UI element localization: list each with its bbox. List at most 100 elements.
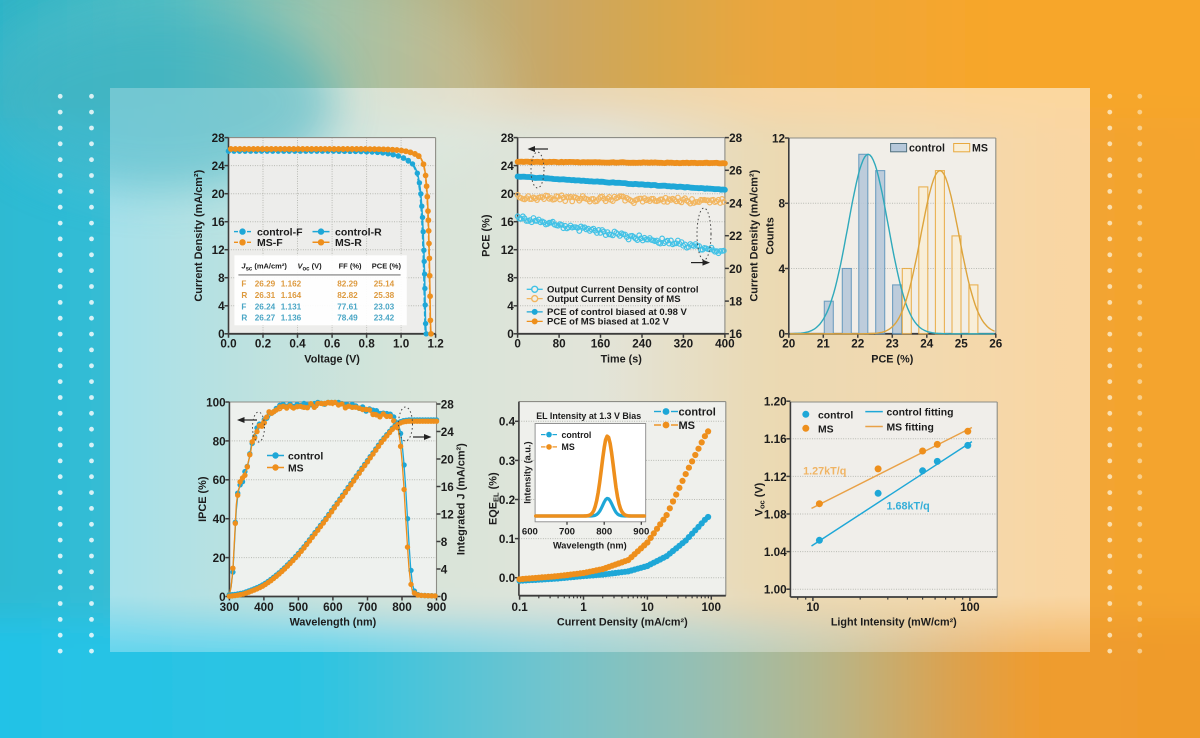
svg-text:80: 80 [553, 338, 567, 351]
svg-text:0.0: 0.0 [499, 572, 516, 585]
svg-text:100: 100 [206, 396, 226, 409]
svg-text:control fitting: control fitting [887, 408, 954, 419]
svg-text:12: 12 [501, 244, 515, 257]
svg-text:R: R [241, 291, 247, 300]
svg-text:control-R: control-R [335, 227, 382, 239]
svg-text:MS-F: MS-F [257, 237, 283, 249]
svg-text:20: 20 [212, 188, 226, 201]
svg-text:300: 300 [220, 601, 240, 614]
svg-text:26.31: 26.31 [255, 291, 276, 300]
svg-text:23.42: 23.42 [374, 314, 395, 323]
svg-text:1.16: 1.16 [764, 433, 787, 446]
svg-text:Voltage (V): Voltage (V) [304, 354, 360, 366]
svg-text:26.29: 26.29 [255, 280, 276, 289]
svg-text:24: 24 [441, 426, 455, 439]
svg-text:12: 12 [441, 508, 455, 521]
svg-text:MS fitting: MS fitting [887, 423, 934, 434]
svg-text:1.0: 1.0 [393, 338, 410, 351]
svg-text:600: 600 [522, 527, 538, 538]
svg-text:900: 900 [633, 527, 649, 538]
svg-text:0.1: 0.1 [511, 601, 528, 614]
svg-text:Time (s): Time (s) [601, 354, 643, 366]
svg-text:control: control [679, 407, 716, 419]
svg-text:240: 240 [632, 338, 652, 351]
svg-text:F: F [241, 302, 246, 311]
svg-text:25.14: 25.14 [374, 280, 395, 289]
svg-text:12: 12 [772, 132, 786, 145]
svg-text:25: 25 [955, 338, 969, 351]
svg-text:78.49: 78.49 [337, 314, 358, 323]
svg-text:4: 4 [441, 563, 448, 576]
svg-text:8: 8 [507, 272, 514, 285]
svg-text:77.61: 77.61 [337, 302, 358, 311]
svg-text:1.12: 1.12 [764, 471, 787, 484]
svg-text:500: 500 [289, 601, 309, 614]
svg-text:25.38: 25.38 [374, 291, 395, 300]
svg-text:F: F [241, 280, 246, 289]
svg-text:24: 24 [212, 160, 226, 173]
svg-text:28: 28 [501, 132, 515, 145]
svg-text:24: 24 [729, 197, 743, 210]
svg-text:700: 700 [559, 527, 575, 538]
svg-text:Voc (V): Voc (V) [298, 261, 323, 272]
svg-text:26.27: 26.27 [255, 314, 276, 323]
svg-text:Voc (V): Voc (V) [754, 482, 767, 516]
svg-text:0.2: 0.2 [255, 338, 272, 351]
svg-text:MS: MS [972, 143, 988, 155]
svg-text:26.24: 26.24 [255, 302, 276, 311]
svg-text:26: 26 [989, 338, 1003, 351]
svg-text:1.136: 1.136 [281, 314, 302, 323]
svg-text:23.03: 23.03 [374, 302, 395, 311]
svg-text:100: 100 [702, 601, 722, 614]
svg-text:MS: MS [562, 442, 575, 452]
svg-text:16: 16 [212, 216, 226, 229]
svg-text:FF (%): FF (%) [339, 261, 362, 270]
svg-text:100: 100 [960, 601, 980, 614]
svg-text:400: 400 [715, 338, 735, 351]
svg-text:Current Density (mA/cm²): Current Density (mA/cm²) [749, 169, 761, 301]
svg-text:control: control [818, 410, 853, 421]
svg-text:PCE of control biased at 0.98: PCE of control biased at 0.98 V [547, 307, 688, 318]
svg-text:8: 8 [441, 536, 448, 549]
svg-text:0.2: 0.2 [499, 494, 516, 507]
svg-text:MS: MS [288, 463, 304, 474]
svg-text:82.82: 82.82 [337, 291, 358, 300]
svg-text:12: 12 [212, 244, 226, 257]
svg-text:0: 0 [219, 591, 226, 604]
svg-text:control: control [909, 143, 945, 155]
svg-text:MS: MS [818, 424, 834, 435]
svg-text:60: 60 [213, 474, 227, 487]
svg-text:20: 20 [782, 338, 796, 351]
svg-text:28: 28 [729, 132, 743, 145]
svg-text:1.162: 1.162 [281, 280, 302, 289]
svg-text:4: 4 [778, 263, 785, 276]
svg-text:PCE (%): PCE (%) [481, 214, 493, 257]
svg-text:Output Current Density of MS: Output Current Density of MS [547, 294, 681, 305]
svg-text:700: 700 [358, 601, 378, 614]
svg-text:8: 8 [218, 272, 225, 285]
svg-text:1.08: 1.08 [764, 508, 787, 521]
svg-text:Light Intensity (mW/cm²): Light Intensity (mW/cm²) [831, 616, 957, 628]
svg-text:4: 4 [218, 300, 225, 313]
svg-text:0.8: 0.8 [358, 338, 375, 351]
svg-text:16: 16 [441, 481, 455, 494]
svg-text:16: 16 [729, 328, 743, 341]
svg-text:0.4: 0.4 [289, 338, 306, 351]
svg-text:24: 24 [920, 338, 934, 351]
svg-text:10: 10 [641, 601, 655, 614]
svg-text:0.3: 0.3 [499, 455, 516, 468]
svg-text:800: 800 [392, 601, 412, 614]
svg-text:1.20: 1.20 [764, 396, 787, 409]
svg-text:Output Current Density of cont: Output Current Density of control [547, 285, 698, 296]
svg-text:160: 160 [591, 338, 611, 351]
svg-text:0: 0 [507, 328, 514, 341]
svg-text:R: R [241, 314, 247, 323]
svg-text:800: 800 [596, 527, 612, 538]
svg-text:0: 0 [218, 328, 225, 341]
svg-text:EQEEL (%): EQEEL (%) [488, 472, 501, 525]
svg-text:4: 4 [507, 300, 514, 313]
svg-text:Current Density (mA/cm²): Current Density (mA/cm²) [557, 616, 688, 628]
svg-text:600: 600 [323, 601, 343, 614]
svg-text:MS: MS [679, 420, 696, 432]
svg-text:10: 10 [806, 601, 820, 614]
